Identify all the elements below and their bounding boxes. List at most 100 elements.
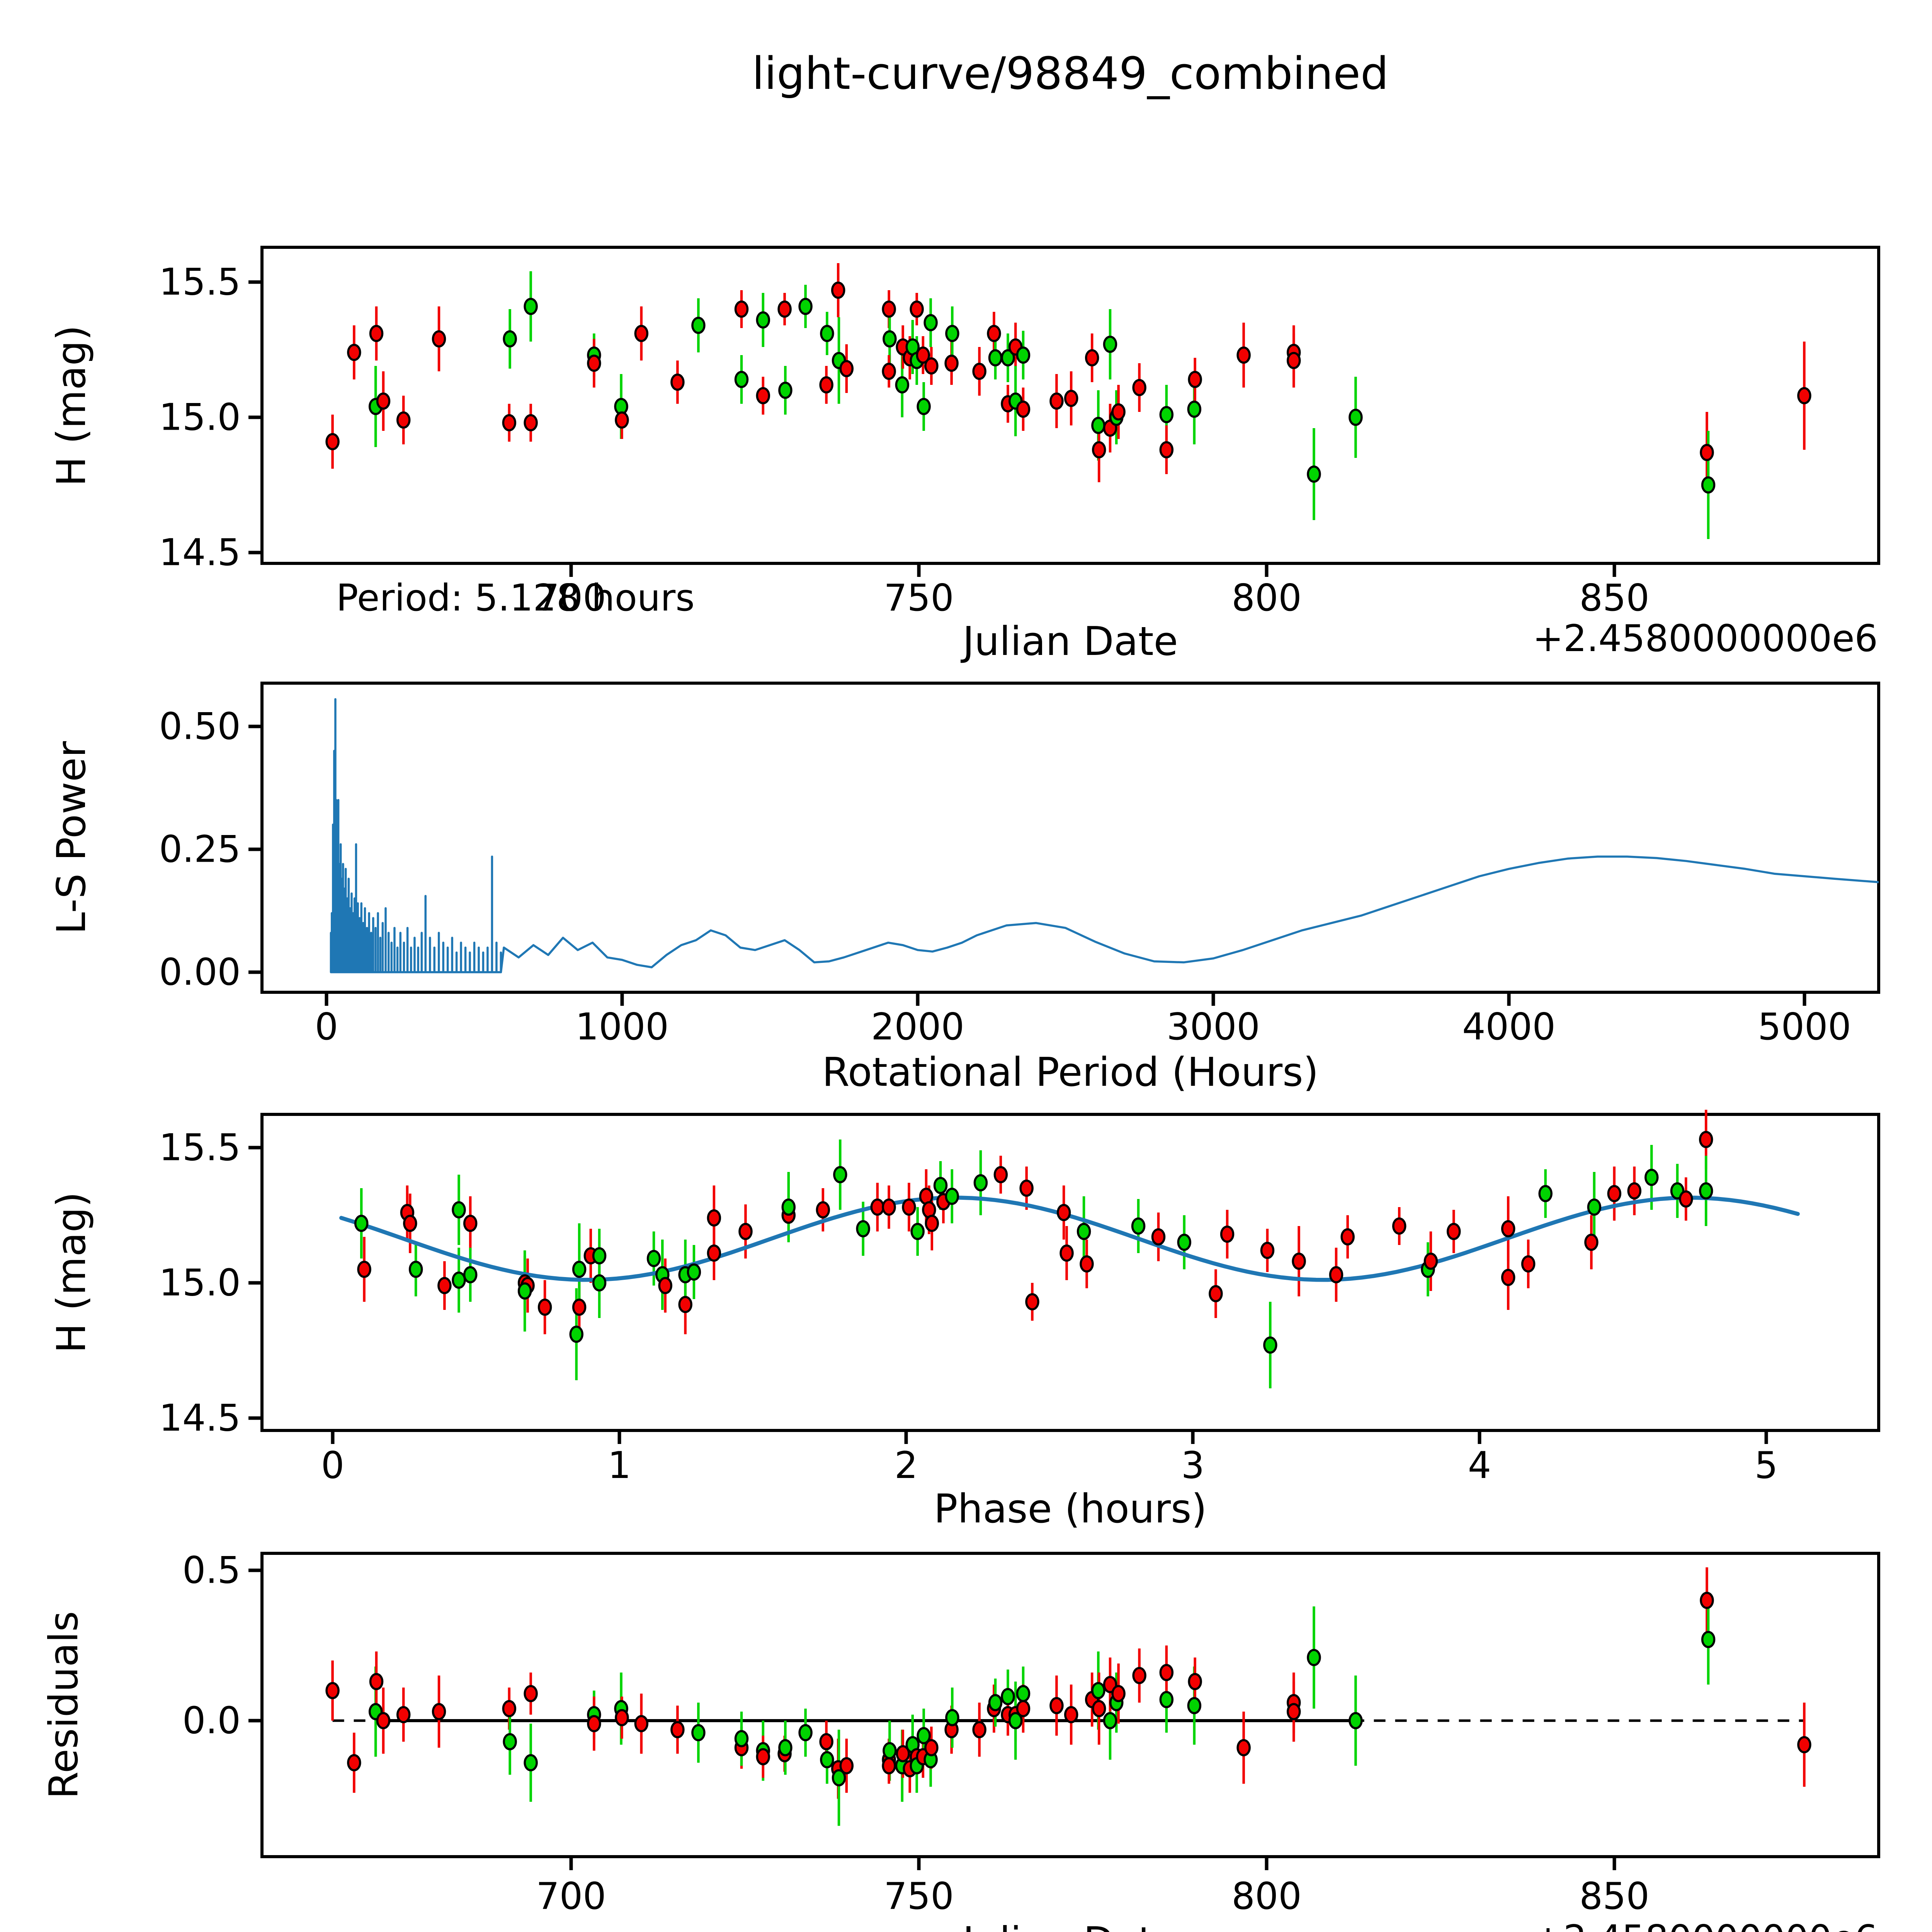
data-point (1111, 403, 1126, 421)
data-point (839, 360, 854, 378)
res-x-axis-label: Julian Date (960, 1919, 1178, 1932)
data-point (1016, 1700, 1031, 1718)
pg-y-axis-label: L-S Power (49, 741, 95, 934)
lc-x-axis-label: Julian Date (960, 619, 1178, 665)
data-point (973, 1174, 988, 1192)
x-tick-label: 850 (1579, 1875, 1649, 1918)
data-point (1091, 1682, 1105, 1699)
data-point (1159, 406, 1174, 423)
data-point (376, 392, 391, 410)
data-point (1159, 441, 1174, 459)
data-point (883, 1742, 897, 1760)
data-point (839, 1757, 854, 1774)
y-tick-label: 0.0 (182, 1700, 241, 1742)
data-point (883, 330, 897, 348)
data-point (1286, 1703, 1301, 1720)
data-point (945, 1709, 959, 1726)
data-point (1236, 346, 1251, 364)
data-point (1077, 1223, 1091, 1240)
data-point (1103, 335, 1117, 353)
data-point (923, 314, 938, 332)
data-point (369, 325, 384, 342)
data-point (1423, 1252, 1438, 1270)
plot-area-periodogram (260, 682, 1880, 994)
x-tick-label: 1 (608, 1444, 631, 1487)
periodogram-line (330, 698, 1879, 973)
data-point (738, 1223, 753, 1240)
data-point (432, 330, 446, 348)
phase-x-axis-label: Phase (hours) (934, 1486, 1207, 1532)
data-point (1700, 444, 1714, 461)
data-point (917, 398, 931, 415)
data-point (798, 298, 813, 315)
data-point (678, 1296, 692, 1313)
data-point (1220, 1225, 1235, 1243)
data-point (972, 1721, 986, 1738)
res-axis-offset-label: +2.4580000000e6 (1532, 1918, 1878, 1932)
data-point (778, 381, 793, 399)
data-point (1016, 1685, 1031, 1702)
data-point (1064, 1706, 1078, 1723)
data-point (832, 1769, 846, 1787)
y-tick-label: 14.5 (159, 1397, 241, 1440)
x-tick-label: 850 (1579, 577, 1649, 619)
x-tick-label: 800 (1231, 577, 1301, 619)
data-point (1699, 1182, 1713, 1200)
data-point (1307, 465, 1321, 483)
data-point (1187, 1697, 1202, 1714)
data-point (1001, 1688, 1015, 1706)
panel-residuals: 700 750 800 850 0.5 0.0 Residuals Julian Date… (41, 1549, 1880, 1932)
data-point (1188, 371, 1202, 388)
data-point (1349, 408, 1363, 426)
data-point (816, 1201, 830, 1219)
data-point (778, 1739, 793, 1757)
data-point (1159, 1691, 1174, 1708)
data-point (1049, 392, 1064, 410)
data-point (432, 1703, 446, 1720)
data-point (670, 1721, 685, 1738)
data-point (396, 411, 411, 429)
data-point (634, 325, 649, 342)
data-point (587, 1715, 601, 1733)
data-point (325, 1682, 340, 1699)
data-point (819, 376, 833, 394)
data-point (1349, 1712, 1363, 1730)
data-point (615, 1709, 629, 1726)
data-point (587, 354, 601, 372)
res-y-axis-label: Residuals (41, 1611, 87, 1799)
y-tick-label: 15.5 (159, 261, 241, 304)
x-tick-label: 2000 (871, 1006, 964, 1048)
data-point (870, 1198, 885, 1216)
data-point (408, 1260, 423, 1278)
data-point (524, 1754, 538, 1772)
x-tick-label: 5000 (1758, 1006, 1851, 1048)
data-point (820, 325, 834, 342)
phase-content: 0 1 2 3 4 5 15.5 15.0 14.5 (159, 1110, 1800, 1487)
x-tick-label: 4 (1468, 1444, 1491, 1487)
data-point (1111, 1685, 1126, 1702)
panel-phase: 0 1 2 3 4 5 15.5 15.0 14.5 H (mag) Phase (hours) (49, 1110, 1880, 1532)
data-point (1131, 1217, 1146, 1235)
data-point (463, 1266, 478, 1284)
data-point (916, 346, 930, 364)
x-tick-label: 800 (1231, 1875, 1301, 1918)
y-tick-label: 15.5 (159, 1127, 241, 1169)
data-point (1587, 1198, 1602, 1216)
data-point (592, 1247, 607, 1265)
data-point (756, 311, 770, 329)
data-point (1001, 349, 1015, 367)
data-point (1627, 1182, 1641, 1200)
data-point (972, 362, 986, 380)
y-tick-label: 0.25 (159, 828, 241, 871)
data-point (1501, 1220, 1515, 1238)
data-point (831, 281, 845, 299)
data-point (524, 298, 538, 315)
data-point (354, 1214, 369, 1232)
data-point (658, 1277, 672, 1294)
data-point (503, 330, 517, 348)
x-tick-label: 750 (884, 577, 954, 619)
data-point (882, 1198, 896, 1216)
data-point (524, 1685, 538, 1702)
phase-y-axis-label: H (mag) (49, 1192, 95, 1353)
x-tick-label: 1000 (575, 1006, 669, 1048)
